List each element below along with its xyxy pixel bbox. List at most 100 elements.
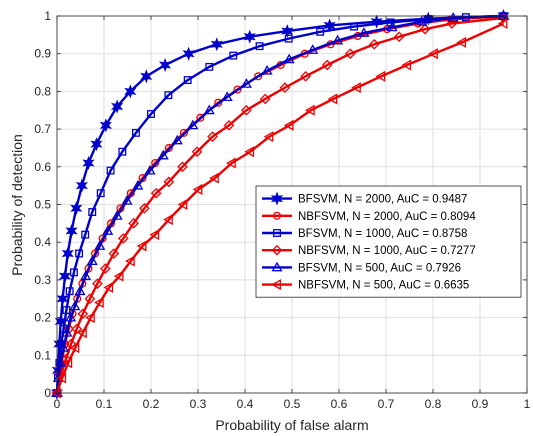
data-point xyxy=(82,156,95,171)
data-point xyxy=(164,143,173,153)
legend-entry: NBFSVM, N = 2000, AuC = 0.8094 xyxy=(262,211,476,223)
data-point xyxy=(240,78,252,88)
data-point xyxy=(205,62,214,71)
data-point xyxy=(351,82,361,94)
data-point xyxy=(65,311,77,322)
data-point xyxy=(416,15,428,26)
data-point xyxy=(210,37,223,52)
legend-label: BFSVM, N = 1000, AuC = 0.8758 xyxy=(298,228,467,240)
data-point xyxy=(69,342,80,354)
data-point xyxy=(118,147,127,156)
data-point xyxy=(393,31,405,43)
data-point xyxy=(61,326,73,337)
legend-label: NBFSVM, N = 2000, AuC = 0.8094 xyxy=(298,211,476,223)
data-point xyxy=(358,27,370,37)
data-point xyxy=(103,281,114,293)
data-point xyxy=(229,51,238,60)
data-point xyxy=(90,137,103,152)
data-point xyxy=(497,10,510,20)
data-point xyxy=(77,308,89,320)
data-point xyxy=(65,223,78,238)
data-point xyxy=(241,104,252,116)
data-point xyxy=(56,291,69,306)
data-point xyxy=(52,372,64,382)
data-point xyxy=(99,118,112,133)
data-point xyxy=(177,161,188,173)
series-line xyxy=(55,22,504,394)
data-point xyxy=(226,157,236,169)
data-point xyxy=(192,183,203,195)
data-point xyxy=(183,76,192,85)
x-tick-label: 0.7 xyxy=(378,397,395,411)
data-point xyxy=(88,208,97,216)
data-point xyxy=(125,255,135,267)
y-tick-label: 0.6 xyxy=(34,160,51,174)
data-point xyxy=(157,149,169,160)
data-point xyxy=(94,240,106,250)
data-point xyxy=(75,178,88,193)
data-point xyxy=(84,293,96,305)
y-tick-label: 0 xyxy=(44,386,51,400)
legend-label: NBFSVM, N = 1000, AuC = 0.7277 xyxy=(298,245,476,257)
data-point xyxy=(207,131,218,142)
legend-marker xyxy=(270,191,284,206)
data-point xyxy=(283,53,295,64)
legend-label: BFSVM, N = 500, AuC = 0.7926 xyxy=(298,262,461,274)
data-point xyxy=(171,134,183,145)
data-point xyxy=(300,71,311,82)
data-point xyxy=(121,195,133,205)
data-point xyxy=(203,104,215,115)
legend-marker xyxy=(271,279,281,291)
data-point xyxy=(70,201,83,216)
series-line xyxy=(55,14,504,394)
x-tick-label: 0.3 xyxy=(190,397,207,411)
data-point xyxy=(71,323,83,335)
data-point xyxy=(281,24,294,39)
data-point xyxy=(56,372,67,384)
data-point xyxy=(106,166,115,175)
data-point xyxy=(255,42,264,51)
legend-marker xyxy=(271,261,283,272)
y-tick-label: 0.7 xyxy=(34,122,51,136)
data-point xyxy=(132,128,140,137)
data-point xyxy=(108,248,120,259)
data-point xyxy=(350,22,358,31)
data-point xyxy=(259,93,271,105)
x-tick-label: 1 xyxy=(524,397,531,411)
data-point xyxy=(55,357,67,367)
y-tick-label: 0.2 xyxy=(34,311,51,325)
y-tick-label: 0.1 xyxy=(34,348,51,362)
data-point xyxy=(94,296,104,309)
data-point xyxy=(117,233,129,244)
data-point xyxy=(344,48,356,60)
data-point xyxy=(307,44,319,54)
data-point xyxy=(327,93,338,105)
data-point xyxy=(263,131,274,143)
data-point xyxy=(305,104,315,116)
data-point xyxy=(144,164,156,175)
x-tick-label: 0.5 xyxy=(284,397,301,411)
data-point xyxy=(113,270,124,282)
series-line xyxy=(55,14,504,394)
data-point xyxy=(370,14,383,29)
y-tick-label: 0.8 xyxy=(34,84,51,98)
x-tick-label: 0.6 xyxy=(331,397,348,411)
legend-marker xyxy=(271,244,283,256)
data-point xyxy=(244,146,255,158)
data-point xyxy=(321,59,333,71)
data-point xyxy=(243,29,256,44)
series-layer xyxy=(50,8,510,401)
legend-entry: BFSVM, N = 2000, AuC = 0.9487 xyxy=(262,191,467,206)
data-point xyxy=(456,36,467,48)
data-point xyxy=(80,270,92,281)
data-point xyxy=(221,91,233,102)
data-point xyxy=(75,249,84,258)
legend-marker xyxy=(273,229,281,237)
legend-entry: BFSVM, N = 500, AuC = 0.7926 xyxy=(262,261,461,274)
data-point xyxy=(279,82,291,93)
y-tick-label: 0.9 xyxy=(34,47,51,61)
data-point xyxy=(61,246,74,261)
x-tick-label: 0.8 xyxy=(425,397,442,411)
data-point xyxy=(177,198,188,211)
data-point xyxy=(196,113,205,122)
